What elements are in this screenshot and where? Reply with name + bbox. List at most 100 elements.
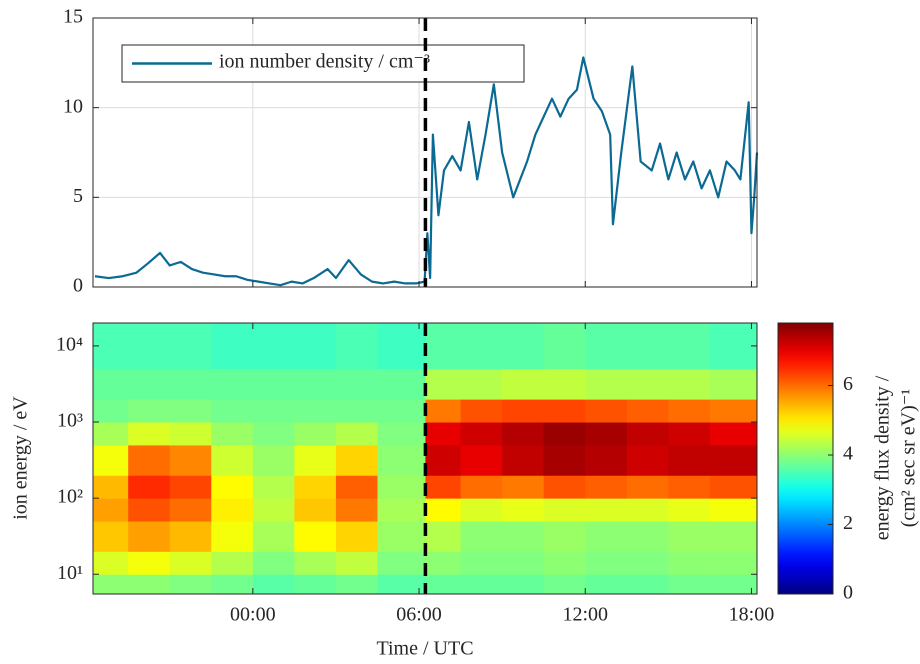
heatmap-cell xyxy=(93,422,129,446)
heatmap-cell xyxy=(460,498,503,522)
heatmap-cell xyxy=(252,574,295,595)
heatmap-cell xyxy=(128,551,171,575)
heatmap-cell xyxy=(294,574,337,595)
heatmap-cell xyxy=(294,399,337,423)
heatmap-cell xyxy=(585,444,628,476)
heatmap-cell xyxy=(460,422,503,446)
heatmap-cell xyxy=(502,574,545,595)
colorbar-label: energy flux density / xyxy=(872,375,894,540)
heatmap-cell xyxy=(294,551,337,575)
heatmap-cell xyxy=(93,521,129,552)
heatmap-cell xyxy=(128,475,171,499)
heatmap-cell xyxy=(377,323,426,370)
heatmap-cell xyxy=(502,498,545,522)
heatmap-cell xyxy=(585,521,628,552)
heatmap-cell xyxy=(585,323,628,370)
heatmap-cell xyxy=(93,444,129,476)
heatmap-cell xyxy=(93,368,129,400)
heatmap-cell xyxy=(668,422,711,446)
data-line xyxy=(94,56,759,287)
heatmap-cell xyxy=(252,368,295,400)
heatmap-cell xyxy=(425,551,462,575)
heatmap-cell xyxy=(294,521,337,552)
heatmap-cell xyxy=(128,422,171,446)
heatmap-cell xyxy=(543,521,586,552)
heatmap-cell xyxy=(460,323,503,370)
x-axis-label: Time / UTC xyxy=(376,638,473,660)
heatmap-cell xyxy=(93,574,129,595)
heatmap-cell xyxy=(252,551,295,575)
heatmap-cell xyxy=(377,521,426,552)
heatmap-cell xyxy=(211,521,254,552)
heatmap-cell xyxy=(169,399,212,423)
heatmap-cell xyxy=(460,475,503,499)
heatmap-cell xyxy=(460,444,503,476)
heatmap-cell xyxy=(169,551,212,575)
colorbar-tick-label: 4 xyxy=(843,443,853,465)
heatmap-cell xyxy=(211,399,254,423)
heatmap-cell xyxy=(543,498,586,522)
heatmap-cell xyxy=(626,368,669,400)
y-tick-label: 0 xyxy=(73,275,83,297)
heatmap-cell xyxy=(709,551,758,575)
heatmap-cell xyxy=(377,475,426,499)
heatmap-cell xyxy=(543,422,586,446)
heatmap-cell xyxy=(211,475,254,499)
heatmap-cell xyxy=(211,323,254,370)
colorbar-tick-label: 0 xyxy=(843,582,853,604)
heatmap-cell xyxy=(626,399,669,423)
heatmap-cell xyxy=(460,368,503,400)
heatmap-cell xyxy=(425,498,462,522)
heatmap-cell xyxy=(709,475,758,499)
x-tick-label: 18:00 xyxy=(729,604,775,626)
heatmap-cell xyxy=(169,521,212,552)
heatmap-cell xyxy=(668,399,711,423)
heatmap-cell xyxy=(377,498,426,522)
heatmap-cell xyxy=(252,444,295,476)
heatmap-cell xyxy=(93,498,129,522)
heatmap-cell xyxy=(668,444,711,476)
heatmap-cell xyxy=(93,551,129,575)
legend-label: ion number density / cm⁻³ xyxy=(219,51,430,73)
heatmap-cell xyxy=(502,323,545,370)
heatmap-cell xyxy=(335,422,378,446)
heatmap-cell xyxy=(626,422,669,446)
heatmap-cell xyxy=(169,323,212,370)
heatmap-cell xyxy=(211,368,254,400)
heatmap-cell xyxy=(502,368,545,400)
heatmap-cell xyxy=(252,521,295,552)
heatmap-cell xyxy=(460,551,503,575)
heatmap-cell xyxy=(543,475,586,499)
heatmap-cell xyxy=(169,574,212,595)
heatmap-cell xyxy=(93,475,129,499)
heatmap-cell xyxy=(626,498,669,522)
heatmap-cell xyxy=(668,498,711,522)
heatmap-cell xyxy=(128,323,171,370)
axes-frame xyxy=(92,17,758,288)
y-tick-label: 10² xyxy=(57,486,83,508)
axes-frame xyxy=(92,322,758,595)
heatmap-cell xyxy=(335,444,378,476)
heatmap-cell xyxy=(502,475,545,499)
heatmap-cell xyxy=(709,574,758,595)
heatmap-cell xyxy=(709,521,758,552)
heatmap-cell xyxy=(128,444,171,476)
heatmap-cell xyxy=(502,521,545,552)
heatmap-cell xyxy=(502,444,545,476)
heatmap-cell xyxy=(585,498,628,522)
heatmap-cell xyxy=(585,399,628,423)
colorbar-tick-label: 6 xyxy=(843,373,853,395)
heatmap-cell xyxy=(335,399,378,423)
heatmap-cell xyxy=(709,422,758,446)
heatmap-cell xyxy=(169,422,212,446)
heatmap-cell xyxy=(626,444,669,476)
heatmap-cell xyxy=(425,399,462,423)
heatmap-cell xyxy=(335,574,378,595)
heatmap-cell xyxy=(335,498,378,522)
heatmap-cell xyxy=(425,422,462,446)
heatmap-cell xyxy=(668,551,711,575)
heatmap-cell xyxy=(626,323,669,370)
y-tick-label: 10¹ xyxy=(57,562,83,584)
y-tick-label: 10 xyxy=(63,95,83,117)
